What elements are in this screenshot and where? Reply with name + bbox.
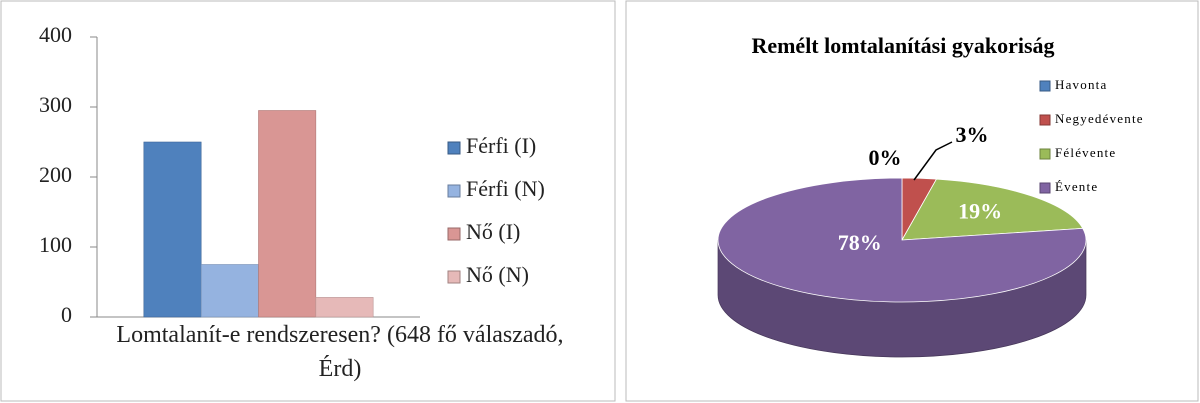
y-tick-label: 100: [39, 232, 72, 257]
y-tick-label: 200: [39, 162, 72, 187]
y-tick-label: 300: [39, 92, 72, 117]
right-frame: [625, 0, 1199, 402]
pie-title: Remélt lomtalanítási gyakoriság: [751, 33, 1054, 58]
legend-swatch: [1039, 182, 1051, 194]
legend-label: Negyedévente: [1055, 111, 1144, 126]
legend-swatch: [447, 184, 461, 198]
legend-label: Férfi (N): [466, 176, 545, 201]
left-frame: [0, 0, 616, 402]
legend-swatch: [1039, 148, 1051, 160]
legend-label: Félévente: [1055, 145, 1116, 160]
legend-swatch: [1039, 114, 1051, 126]
data-label: 78%: [838, 230, 882, 255]
legend-label: Nő (N): [466, 262, 529, 287]
data-label: 19%: [958, 199, 1002, 224]
bar: [200, 264, 259, 318]
legend-swatch: [447, 270, 461, 284]
pie-slice: [717, 177, 1087, 303]
y-tick-label: 0: [61, 302, 72, 327]
legend-label: Havonta: [1055, 77, 1107, 92]
legend-swatch: [447, 227, 461, 241]
leader-line: [913, 141, 953, 181]
legend-label: Nő (I): [466, 219, 520, 244]
legend-label: Évente: [1055, 179, 1098, 194]
pie-slice: [901, 178, 1084, 241]
legend-swatch: [1039, 80, 1051, 92]
bar: [258, 110, 317, 318]
y-tick-label: 400: [39, 22, 72, 47]
bar: [315, 297, 374, 318]
data-label: 3%: [956, 122, 989, 147]
bar: [143, 141, 202, 318]
category-label: Lomtalanít-e rendszeresen? (648 fő válas…: [116, 322, 564, 382]
data-label: 0%: [869, 145, 902, 170]
legend-label: Férfi (I): [466, 133, 536, 158]
legend-swatch: [447, 141, 461, 155]
